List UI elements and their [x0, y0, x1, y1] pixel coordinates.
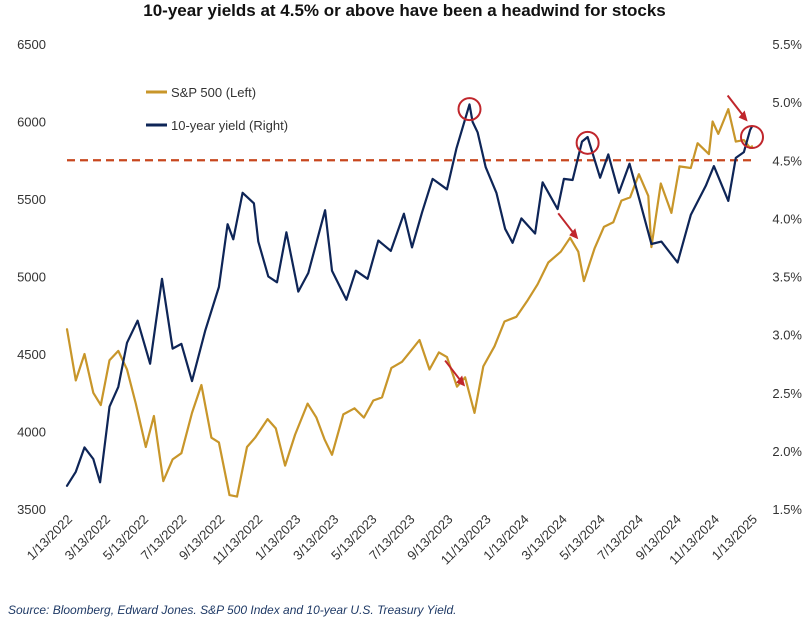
highlight-circle [457, 97, 482, 122]
highlight-circle [575, 130, 600, 155]
right-tick-label: 3.0% [772, 328, 802, 343]
chart-title: 10-year yields at 4.5% or above have bee… [143, 1, 666, 20]
source-note: Source: Bloomberg, Edward Jones. S&P 500… [8, 603, 457, 617]
right-tick-label: 2.0% [772, 444, 802, 459]
right-tick-label: 1.5% [772, 502, 802, 517]
series-layer [65, 103, 754, 498]
legend: S&P 500 (Left) 10-year yield (Right) [146, 85, 288, 133]
right-tick-label: 4.0% [772, 211, 802, 226]
right-tick-label: 4.5% [772, 153, 802, 168]
sp500-line [65, 108, 754, 498]
right-tick-label: 5.5% [772, 37, 802, 52]
legend-yield-label: 10-year yield (Right) [171, 118, 288, 133]
right-tick-label: 3.5% [772, 270, 802, 285]
left-tick-label: 6500 [17, 37, 46, 52]
left-axis: 3500 4000 4500 5000 5500 6000 6500 [17, 37, 46, 517]
left-tick-label: 5000 [17, 270, 46, 285]
annotation-arrow-head [456, 375, 466, 387]
right-tick-label: 5.0% [772, 95, 802, 110]
highlight-circle [740, 125, 764, 149]
left-tick-label: 5500 [17, 192, 46, 207]
annotation-arrow-head [569, 228, 579, 240]
yield-line [65, 103, 754, 487]
chart-area: 3500 4000 4500 5000 5500 6000 6500 1.5% 2.0% 2.5… [17, 37, 802, 568]
x-axis: 1/13/20223/13/20225/13/20227/13/20229/13… [24, 512, 761, 568]
annotation-arrow-head [738, 110, 748, 122]
right-tick-label: 2.5% [772, 386, 802, 401]
left-tick-label: 4000 [17, 425, 46, 440]
legend-sp500-label: S&P 500 (Left) [171, 85, 256, 100]
annotation-layer [444, 94, 764, 387]
left-tick-label: 6000 [17, 115, 46, 130]
left-tick-label: 4500 [17, 347, 46, 362]
right-axis: 1.5% 2.0% 2.5% 3.0% 3.5% 4.0% 4.5% 5.0% 5.5% [772, 37, 802, 517]
left-tick-label: 3500 [17, 502, 46, 517]
